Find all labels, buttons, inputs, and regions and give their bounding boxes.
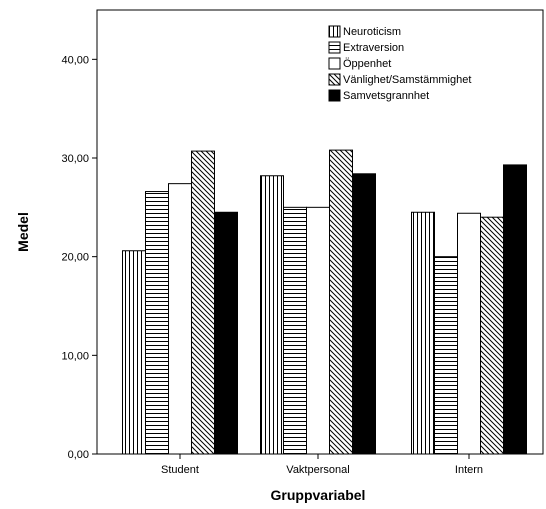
bar-vertical-intern	[411, 211, 435, 455]
bar-diagonal-vaktpersonal	[329, 149, 353, 455]
legend-entry: Vänlighet/Samstämmighet	[343, 74, 471, 86]
bar-none-student	[168, 183, 192, 455]
y-tick-label: 20,00	[61, 252, 89, 264]
bar-solid-vaktpersonal	[352, 173, 376, 455]
bar-horizontal-student	[145, 191, 169, 455]
x-tick-label: Vaktpersonal	[286, 464, 349, 476]
legend-entry: Öppenhet	[343, 58, 391, 70]
y-tick-label: 10,00	[61, 350, 89, 362]
x-axis-title: Gruppvariabel	[271, 487, 366, 503]
x-axis: Student Vaktpersonal Intern	[161, 454, 483, 476]
legend-swatch	[328, 41, 341, 54]
legend-entry: Samvetsgrannhet	[343, 90, 429, 102]
bar-horizontal-intern	[434, 256, 458, 455]
y-axis: 0,00 10,00 20,00 30,00 40,00	[61, 54, 97, 461]
y-axis-title: Medel	[15, 212, 31, 252]
x-tick-label: Intern	[455, 464, 483, 476]
legend-entry: Neuroticism	[343, 26, 401, 38]
bar-solid-student	[214, 211, 238, 455]
bar-diagonal-intern	[480, 216, 504, 455]
legend-swatch	[328, 25, 341, 38]
bar-diagonal-student	[191, 150, 215, 455]
y-tick-label: 0,00	[68, 449, 89, 461]
bars	[122, 149, 527, 455]
bar-vertical-student	[122, 250, 146, 455]
legend-swatch	[328, 57, 341, 70]
legend-swatch	[328, 73, 341, 86]
legend-swatch	[328, 89, 341, 102]
legend-entry: Extraversion	[343, 42, 404, 54]
bar-none-intern	[457, 212, 481, 455]
y-tick-label: 30,00	[61, 153, 89, 165]
bar-none-vaktpersonal	[306, 206, 330, 455]
legend: Neuroticism Extraversion Öppenhet Vänlighet…	[328, 25, 471, 102]
bar-horizontal-vaktpersonal	[283, 206, 307, 455]
bar-solid-intern	[503, 164, 527, 455]
y-tick-label: 40,00	[61, 54, 89, 66]
bar-vertical-vaktpersonal	[260, 175, 284, 455]
x-tick-label: Student	[161, 464, 199, 476]
